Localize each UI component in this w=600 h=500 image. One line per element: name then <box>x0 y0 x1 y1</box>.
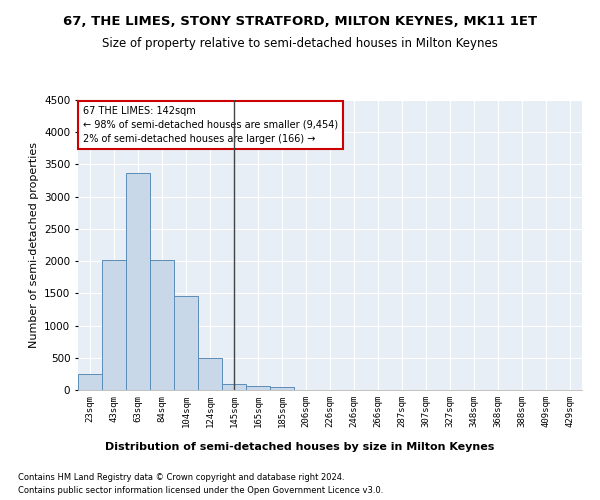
Text: Contains public sector information licensed under the Open Government Licence v3: Contains public sector information licen… <box>18 486 383 495</box>
Bar <box>198 358 222 390</box>
Y-axis label: Number of semi-detached properties: Number of semi-detached properties <box>29 142 38 348</box>
Bar <box>270 387 294 390</box>
Bar <box>78 374 102 390</box>
Text: Distribution of semi-detached houses by size in Milton Keynes: Distribution of semi-detached houses by … <box>106 442 494 452</box>
Text: Contains HM Land Registry data © Crown copyright and database right 2024.: Contains HM Land Registry data © Crown c… <box>18 472 344 482</box>
Text: 67 THE LIMES: 142sqm
← 98% of semi-detached houses are smaller (9,454)
2% of sem: 67 THE LIMES: 142sqm ← 98% of semi-detac… <box>83 106 338 144</box>
Bar <box>246 386 270 390</box>
Bar <box>150 260 174 390</box>
Bar <box>222 384 246 390</box>
Bar <box>126 173 150 390</box>
Text: Size of property relative to semi-detached houses in Milton Keynes: Size of property relative to semi-detach… <box>102 38 498 51</box>
Text: 67, THE LIMES, STONY STRATFORD, MILTON KEYNES, MK11 1ET: 67, THE LIMES, STONY STRATFORD, MILTON K… <box>63 15 537 28</box>
Bar <box>102 260 126 390</box>
Bar <box>174 296 198 390</box>
